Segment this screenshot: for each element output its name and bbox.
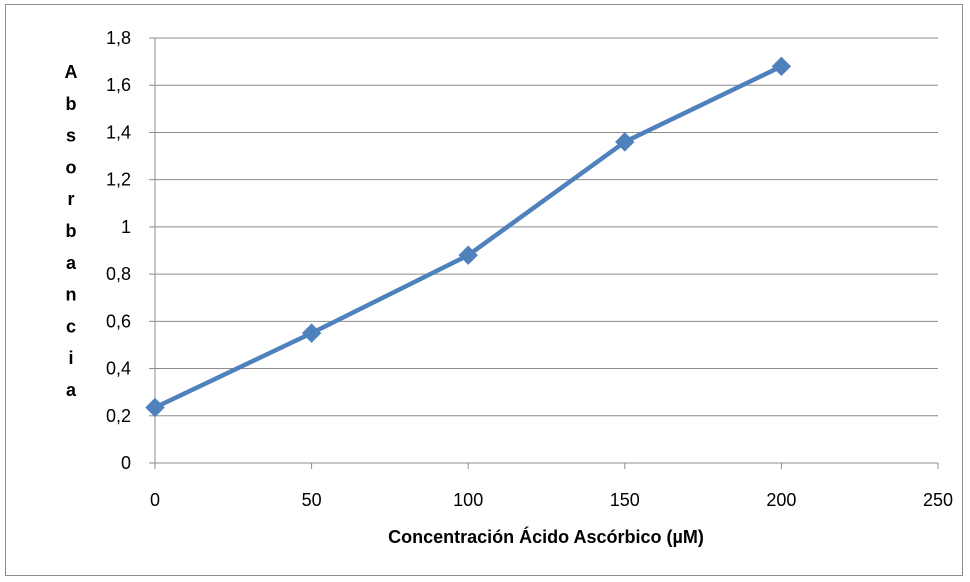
x-tick-labels: 0 50 100 150 200 250 <box>150 490 953 510</box>
y-tick-label: 1,8 <box>106 28 131 48</box>
data-series <box>145 56 792 418</box>
x-tick-label: 100 <box>453 490 483 510</box>
y-axis-label-letter: b <box>66 94 77 114</box>
y-axis-label-letter: A <box>65 62 78 82</box>
y-tick-label: 1,2 <box>106 170 131 190</box>
gridlines <box>155 37 938 417</box>
series-line <box>152 64 784 410</box>
x-axis-label: Concentración Ácido Ascórbico (µM) <box>388 526 704 547</box>
y-tick-label: 0 <box>121 453 131 473</box>
y-axis-label-letter: r <box>67 189 74 209</box>
y-axis-label-letter: b <box>66 221 77 241</box>
y-tick-label: 0,8 <box>106 264 131 284</box>
y-tick-label: 1,4 <box>106 122 131 142</box>
y-tick-label: 0,6 <box>106 311 131 331</box>
x-tick-label: 200 <box>766 490 796 510</box>
y-axis-label-letter: o <box>66 157 77 177</box>
y-axis-label-letter: s <box>66 126 76 146</box>
y-axis-label-letter: c <box>66 316 76 336</box>
y-tick-label: 1 <box>121 217 131 237</box>
data-point <box>458 245 478 265</box>
data-point <box>615 132 635 152</box>
data-point <box>301 323 322 343</box>
y-tick-label: 1,6 <box>106 75 131 95</box>
y-axis-label-letter: i <box>68 348 73 368</box>
data-point <box>145 397 165 418</box>
y-axis-label-letter: a <box>66 253 77 273</box>
y-tick-label: 0,2 <box>106 406 131 426</box>
y-axis-label-letter: n <box>66 285 77 305</box>
x-tick-label: 250 <box>923 490 953 510</box>
y-axis-label-letter: a <box>66 380 77 400</box>
y-tick-labels: 0 0,2 0,4 0,6 0,8 1 1,2 1,4 1,6 1,8 <box>106 28 131 473</box>
x-tick-label: 150 <box>610 490 640 510</box>
data-point <box>771 56 792 77</box>
axes <box>149 37 939 469</box>
x-tick-label: 0 <box>150 490 160 510</box>
chart-frame <box>5 4 963 576</box>
y-tick-label: 0,4 <box>106 359 131 379</box>
x-tick-label: 50 <box>302 490 322 510</box>
